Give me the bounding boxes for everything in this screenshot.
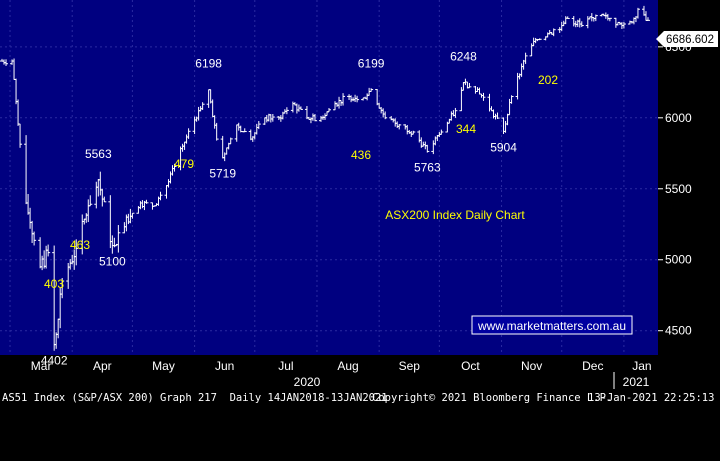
x-month-label: Dec: [582, 359, 603, 373]
swing-level-label: 6198: [195, 57, 222, 71]
last-price-tag: 6686.602: [656, 31, 718, 47]
y-axis-ticks: 45005000550060006500: [658, 40, 692, 338]
last-price-label: 6686.602: [666, 34, 714, 46]
x-axis-band: [0, 355, 720, 389]
chart-title: ASX200 Index Daily Chart: [385, 208, 525, 222]
x-axis-labels: Mar Apr May Jun Jul Aug Sep Oct Nov Dec Jan 2020 202…: [31, 359, 652, 389]
footer-bar: AS51 Index (S&P/ASX 200) Graph 217 Daily…: [0, 389, 720, 407]
price-bars: [0, 5, 650, 351]
x-month-label: Sep: [399, 359, 421, 373]
x-month-label: Mar: [31, 359, 52, 373]
point-move-label: 463: [70, 238, 90, 252]
x-month-label: Apr: [93, 359, 112, 373]
footer-timestamp: 13-Jan-2021 22:25:13: [588, 392, 715, 404]
grid-lines: [0, 0, 658, 352]
watermark-url: www.marketmatters.com.au: [477, 319, 626, 333]
x-month-label: May: [152, 359, 175, 373]
swing-level-label: 5563: [85, 147, 112, 161]
point-move-label: 344: [456, 122, 476, 136]
swing-level-label: 5100: [99, 255, 126, 269]
year-label-2020: 2020: [294, 375, 321, 389]
point-move-label: 436: [351, 148, 371, 162]
price-chart: 45005000550060006500 MarAprMayJunJulAugS…: [0, 0, 720, 389]
swing-level-label: 6199: [358, 57, 385, 71]
swing-level-label: 6248: [450, 50, 477, 64]
watermark-box: www.marketmatters.com.au: [471, 315, 633, 335]
swing-level-label: 5719: [209, 167, 236, 181]
footer-copyright: Copyright© 2021 Bloomberg Finance L.P.: [372, 392, 613, 404]
x-month-label: Jul: [278, 359, 293, 373]
y-tick-label: 5500: [665, 182, 692, 196]
x-month-label: Nov: [521, 359, 542, 373]
price-annotations: 4402510055636198571961995763624859046765…: [41, 50, 559, 368]
y-tick-label: 5000: [665, 253, 692, 267]
swing-level-label: 5763: [414, 160, 441, 174]
x-month-label: Oct: [461, 359, 480, 373]
point-move-label: 479: [174, 157, 194, 171]
footer-series-info: AS51 Index (S&P/ASX 200) Graph 217 Daily…: [2, 392, 388, 404]
x-month-label: Jun: [215, 359, 234, 373]
swing-level-label: 5904: [490, 140, 517, 154]
x-month-label: Aug: [337, 359, 358, 373]
point-move-label: 403: [44, 277, 64, 291]
y-tick-label: 4500: [665, 324, 692, 338]
point-move-label: 202: [538, 73, 558, 87]
year-label-2021: 2021: [623, 375, 650, 389]
swing-level-label: 4402: [41, 354, 68, 368]
y-axis-band: [658, 0, 720, 355]
y-tick-label: 6000: [665, 111, 692, 125]
x-month-label: Jan: [632, 359, 651, 373]
